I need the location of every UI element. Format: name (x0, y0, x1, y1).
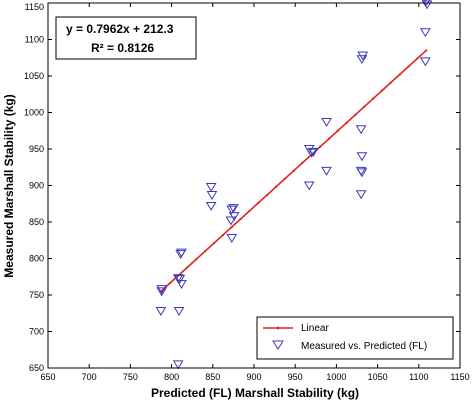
data-point (303, 181, 315, 191)
data-point (321, 166, 332, 176)
data-point (307, 147, 319, 157)
x-tick-label: 1150 (450, 372, 469, 382)
y-tick-label: 1100 (25, 35, 44, 45)
data-point (356, 152, 368, 162)
data-point (205, 201, 217, 211)
fit-line-marker (363, 105, 366, 108)
legend-linear-label: Linear (301, 323, 329, 334)
fit-line-marker (239, 217, 242, 221)
fit-line-marker (318, 145, 322, 148)
fit-line-marker (389, 81, 392, 84)
data-point (226, 205, 238, 215)
data-point (156, 285, 168, 295)
data-point (155, 307, 167, 317)
y-tick-label: 950 (29, 144, 44, 154)
y-tick-label: 650 (29, 363, 44, 373)
data-point (225, 216, 237, 226)
fit-line-marker (274, 185, 277, 189)
y-tick-label: 900 (29, 181, 44, 191)
data-point (172, 360, 184, 370)
legend: Linear Measured vs. Predicted (FL) (256, 316, 454, 360)
y-tick-label: 700 (29, 327, 44, 337)
y-tick-label: 1000 (24, 108, 44, 118)
data-point (228, 212, 240, 222)
x-axis-ticks: 650 700 750 800 850 900 950 1000 1050 1100 1150 (40, 3, 470, 382)
x-tick-label: 800 (164, 372, 179, 382)
y-tick-label: 750 (29, 290, 44, 300)
x-tick-label: 950 (288, 372, 303, 382)
fit-line-marker (248, 209, 251, 213)
legend-linear-marker (276, 326, 280, 330)
fit-line-marker (416, 57, 419, 60)
x-tick-label: 750 (123, 372, 138, 382)
data-point (205, 182, 217, 192)
plot-frame (47, 2, 461, 369)
linear-fit-line (159, 49, 428, 293)
data-point (420, 57, 431, 67)
legend-points-label: Measured vs. Predicted (FL) (301, 341, 427, 352)
x-tick-label: 900 (246, 372, 261, 382)
data-point (206, 190, 218, 200)
equation-text: y = 0.7962x + 212.3 (66, 22, 174, 36)
data-point (421, 0, 433, 10)
fit-line-marker (398, 73, 401, 76)
data-point (156, 287, 168, 297)
y-tick-label: 1050 (24, 71, 44, 81)
data-points (155, 0, 433, 370)
y-tick-label: 1150 (25, 2, 44, 12)
data-point (422, 0, 431, 7)
data-point (355, 190, 367, 200)
fit-line-marker (336, 129, 339, 132)
x-tick-label: 700 (82, 372, 97, 382)
fit-line-marker (345, 121, 348, 124)
fit-line-marker (380, 89, 384, 92)
data-point (173, 307, 185, 317)
fit-line-marker (301, 161, 304, 164)
fit-line-marker (354, 113, 357, 116)
fit-line-marker (230, 226, 233, 229)
data-point (355, 125, 367, 135)
equation-box: y = 0.7962x + 212.3 R² = 0.8126 (55, 16, 197, 60)
fit-line-marker (283, 177, 286, 181)
fit-line-marker (221, 234, 224, 237)
y-axis-title: Measured Marshall Stability (kg) (2, 94, 16, 277)
data-point (420, 28, 431, 38)
x-tick-label: 850 (205, 372, 220, 382)
x-tick-label: 1000 (326, 372, 346, 382)
x-tick-label: 1100 (409, 372, 428, 382)
data-point (226, 234, 238, 244)
fit-line-marker (372, 97, 375, 100)
data-point (306, 148, 318, 158)
fit-line-marker (212, 242, 216, 245)
data-point (172, 274, 184, 284)
data-point (356, 55, 368, 65)
legend-triangle-marker (272, 340, 284, 350)
fit-line-marker (425, 49, 428, 52)
y-tick-label: 850 (29, 217, 44, 227)
x-axis-title: Predicted (FL) Marshall Stability (kg) (151, 386, 359, 400)
fit-line-marker (168, 282, 171, 285)
fit-line-marker (292, 169, 295, 172)
data-point (356, 168, 368, 178)
fit-line-marker (195, 258, 198, 261)
fit-line-marker (327, 137, 331, 140)
y-axis-ticks: 650 700 750 800 850 900 950 1000 1050 1100 1150 (24, 2, 460, 373)
data-point (321, 117, 332, 127)
fit-line-marker (257, 201, 260, 205)
x-tick-label: 1050 (368, 372, 388, 382)
r-squared-text: R² = 0.8126 (91, 41, 154, 55)
data-point (228, 204, 239, 214)
data-point (176, 280, 187, 290)
y-tick-label: 800 (29, 254, 44, 264)
data-point (175, 250, 187, 260)
fit-line-marker (204, 250, 207, 253)
fit-line-marker (407, 65, 410, 68)
x-tick-label: 650 (40, 372, 55, 382)
data-point (174, 274, 186, 284)
fit-line-marker (186, 266, 189, 269)
fit-line-marker (265, 193, 269, 197)
